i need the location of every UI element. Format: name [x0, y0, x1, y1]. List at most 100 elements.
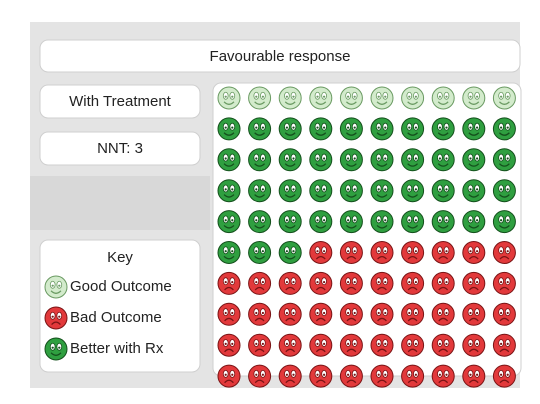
pupil [316, 188, 319, 191]
pupil [377, 219, 380, 222]
mouth [223, 194, 235, 198]
mouth [346, 348, 357, 353]
mouth [499, 255, 510, 260]
face [339, 210, 363, 234]
mouth [377, 348, 387, 353]
mouth [224, 379, 234, 384]
mouth [468, 348, 479, 353]
face [339, 302, 363, 326]
pupil [292, 219, 295, 222]
pupil [51, 315, 54, 318]
face [217, 241, 241, 264]
title-box [39, 39, 521, 73]
mouth [254, 255, 266, 260]
face [248, 271, 272, 295]
mouth [254, 194, 266, 198]
pupil [445, 126, 448, 129]
face [462, 210, 486, 234]
face [44, 306, 68, 330]
face [309, 333, 333, 357]
mouth [407, 132, 419, 136]
key-box [39, 239, 201, 373]
mouth [284, 194, 296, 198]
face-icon [492, 302, 516, 326]
pupil [51, 284, 54, 287]
face [339, 333, 363, 357]
face-icon [462, 210, 486, 234]
pupil [261, 219, 264, 222]
mouth [468, 255, 479, 260]
pupil [316, 95, 319, 98]
pupil [445, 188, 448, 191]
face-icon [217, 302, 241, 326]
face [401, 302, 425, 326]
pupil [255, 311, 258, 315]
mouth [437, 101, 449, 105]
face [217, 271, 241, 295]
pupil [285, 95, 288, 98]
mouth [50, 352, 62, 356]
pupil [58, 346, 61, 349]
pupil [255, 95, 258, 98]
pupil [323, 373, 326, 376]
pupil [353, 373, 356, 376]
face-icon [339, 302, 363, 326]
pupil [255, 219, 258, 222]
mouth [315, 101, 327, 105]
pupil [323, 280, 326, 284]
pupil [414, 95, 417, 98]
mouth [407, 348, 418, 353]
mouth [377, 286, 387, 291]
pupil [476, 250, 479, 253]
mouth [468, 224, 480, 229]
mouth [377, 317, 387, 322]
face [278, 271, 302, 295]
pupil [231, 188, 234, 191]
mouth [468, 379, 479, 384]
spacer [30, 176, 210, 230]
face-icon [370, 271, 394, 295]
face-icon [248, 241, 272, 264]
mouth [284, 132, 296, 136]
pupil [500, 188, 503, 191]
mouth [223, 101, 235, 105]
pupil [384, 373, 387, 376]
pupil [438, 126, 441, 129]
face-icon [401, 333, 425, 357]
pupil [445, 311, 448, 315]
pupil [445, 157, 448, 160]
face-icon [401, 179, 425, 203]
face [431, 302, 455, 326]
pupil [476, 373, 479, 376]
pupil [408, 126, 411, 129]
face [492, 117, 516, 141]
face-icon [339, 271, 363, 295]
face [492, 86, 516, 110]
pupil [500, 280, 503, 284]
face [431, 241, 455, 264]
pupil [224, 280, 227, 284]
face [217, 210, 241, 234]
mouth [468, 286, 479, 291]
face-icon [248, 86, 272, 110]
pupil [255, 188, 258, 191]
face [370, 148, 394, 172]
face [248, 241, 272, 264]
pupil [506, 311, 509, 315]
face [431, 271, 455, 295]
pupil [469, 280, 472, 284]
face [309, 148, 333, 172]
face [309, 271, 333, 295]
mouth [377, 255, 387, 260]
pupil [377, 373, 380, 376]
face-icon [309, 179, 333, 203]
mouth [224, 348, 234, 353]
pupil [261, 157, 264, 160]
face-icon [462, 333, 486, 357]
face [309, 117, 333, 141]
face-icon [370, 241, 394, 264]
pupil [408, 188, 411, 191]
pupil [445, 280, 448, 284]
pupil [231, 219, 234, 222]
face [278, 117, 302, 141]
